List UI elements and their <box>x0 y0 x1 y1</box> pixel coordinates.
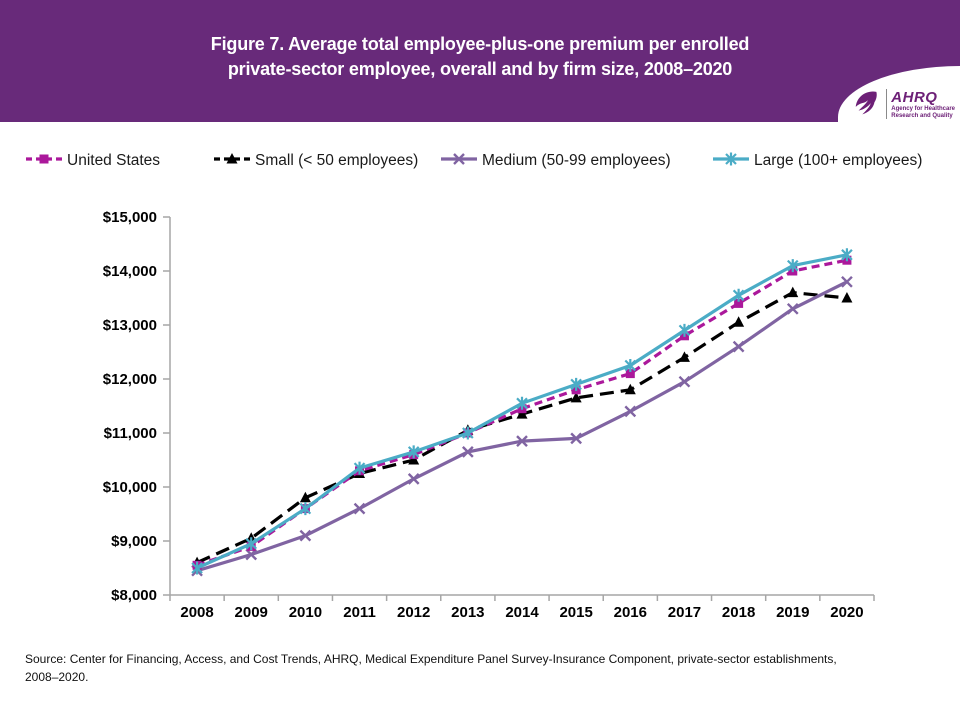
legend-item-united-states: United States <box>25 149 160 173</box>
figure-title: Figure 7. Average total employee-plus-on… <box>0 32 960 82</box>
marker-asterisk <box>462 426 474 440</box>
y-axis-label: $9,000 <box>111 533 157 550</box>
legend-item-large-firms: Large (100+ employees) <box>712 149 922 173</box>
x-axis-label: 2008 <box>180 604 213 621</box>
series-large-100-employees <box>191 248 853 575</box>
series-medium-50-99-employees <box>191 275 853 577</box>
x-axis-label: 2014 <box>505 604 539 621</box>
marker-asterisk <box>299 502 312 516</box>
marker-square <box>39 154 49 163</box>
marker-asterisk <box>678 323 691 337</box>
marker-asterisk <box>624 359 637 372</box>
marker-x <box>516 435 528 447</box>
x-axis-label: 2012 <box>397 604 430 621</box>
marker-x <box>353 502 366 515</box>
logo-divider <box>886 89 888 119</box>
x-axis-label: 2009 <box>235 604 268 621</box>
ahrq-logo-content: AHRQ Agency for Healthcare Research and … <box>852 89 955 119</box>
x-axis-label: 2020 <box>830 604 863 621</box>
marker-asterisk <box>245 537 258 551</box>
y-axis-label: $12,000 <box>103 371 157 388</box>
ahrq-tagline-line1: Agency for Healthcare <box>891 105 955 112</box>
marker-x <box>299 529 312 542</box>
legend-label-united-states: United States <box>67 152 161 169</box>
x-axis-label: 2013 <box>451 604 484 621</box>
source-line1: Source: Center for Financing, Access, an… <box>25 652 837 666</box>
y-axis-label: $10,000 <box>103 479 157 496</box>
ahrq-wordmark: AHRQ <box>891 88 938 106</box>
marker-x <box>678 375 691 388</box>
legend-item-small-firms: Small (< 50 employees) <box>213 149 418 173</box>
figure-title-line2: private-sector employee, overall and by … <box>227 59 733 79</box>
marker-x <box>786 302 799 315</box>
marker-triangle <box>678 351 690 362</box>
marker-x <box>732 340 745 353</box>
legend-label-medium-firms: Medium (50-99 employees) <box>482 152 671 169</box>
x-axis-label: 2017 <box>668 604 701 621</box>
x-axis-label: 2010 <box>289 604 322 621</box>
premium-trend-chart: $8,000 $9,000 $10,000 $11,000 $12,000 $13,000… <box>103 209 875 621</box>
legend-marker-small-firms <box>213 149 251 174</box>
legend-marker-large-firms <box>712 149 750 174</box>
x-axis-label: 2019 <box>776 604 809 621</box>
figure-title-line1: Figure 7. Average total employee-plus-on… <box>210 34 750 54</box>
marker-triangle <box>299 491 311 503</box>
x-axis-label: 2011 <box>343 604 376 621</box>
series-united-states <box>192 255 852 570</box>
y-axis-label: $14,000 <box>103 263 157 280</box>
source-note: Source: Center for Financing, Access, an… <box>25 650 935 686</box>
marker-x <box>841 275 853 288</box>
legend-label-large-firms: Large (100+ employees) <box>754 152 923 169</box>
marker-asterisk <box>516 396 528 410</box>
ahrq-tagline-line2: Research and Quality <box>891 112 953 119</box>
y-axis-label: $11,000 <box>104 425 157 442</box>
marker-triangle <box>516 408 528 419</box>
hhs-eagle-icon <box>856 91 878 115</box>
marker-asterisk <box>407 445 420 459</box>
x-axis-label: 2018 <box>722 604 755 621</box>
legend-item-medium-firms: Medium (50-99 employees) <box>440 149 671 173</box>
marker-asterisk <box>841 248 853 262</box>
marker-x <box>461 446 474 458</box>
y-axis-label: $15,000 <box>103 209 157 226</box>
marker-x <box>453 152 465 165</box>
marker-triangle <box>733 316 745 327</box>
x-axis-label: 2015 <box>559 604 592 621</box>
marker-asterisk <box>725 152 737 165</box>
header-banner: Figure 7. Average total employee-plus-on… <box>0 0 960 122</box>
y-axis-label: $8,000 <box>111 587 157 604</box>
marker-square <box>625 369 635 379</box>
marker-triangle <box>841 292 853 303</box>
marker-x <box>624 405 637 418</box>
marker-square <box>734 298 744 308</box>
marker-triangle <box>624 383 636 395</box>
marker-asterisk <box>191 561 203 575</box>
marker-asterisk <box>353 461 366 475</box>
legend-marker-medium-firms <box>440 149 478 174</box>
series-line <box>196 290 848 565</box>
marker-triangle <box>787 286 799 298</box>
marker-x <box>245 548 258 561</box>
legend-label-small-firms: Small (< 50 employees) <box>255 152 419 169</box>
marker-x <box>407 473 420 485</box>
source-line2: 2008–2020. <box>25 670 89 684</box>
marker-x <box>570 432 583 445</box>
chart-legend: United States Small (< 50 employees) Med… <box>0 149 960 173</box>
y-axis-label: $13,000 <box>103 317 157 334</box>
marker-asterisk <box>570 377 582 391</box>
marker-asterisk <box>786 259 799 273</box>
logo-text: AHRQ Agency for Healthcare Research and … <box>891 90 955 119</box>
legend-marker-united-states <box>25 149 63 174</box>
series-small-50-employees <box>191 286 853 568</box>
marker-triangle <box>408 454 420 465</box>
series-line <box>196 280 848 573</box>
x-axis-label: 2016 <box>614 604 647 621</box>
marker-asterisk <box>732 288 745 302</box>
marker-triangle <box>570 391 582 403</box>
marker-triangle <box>226 152 238 163</box>
